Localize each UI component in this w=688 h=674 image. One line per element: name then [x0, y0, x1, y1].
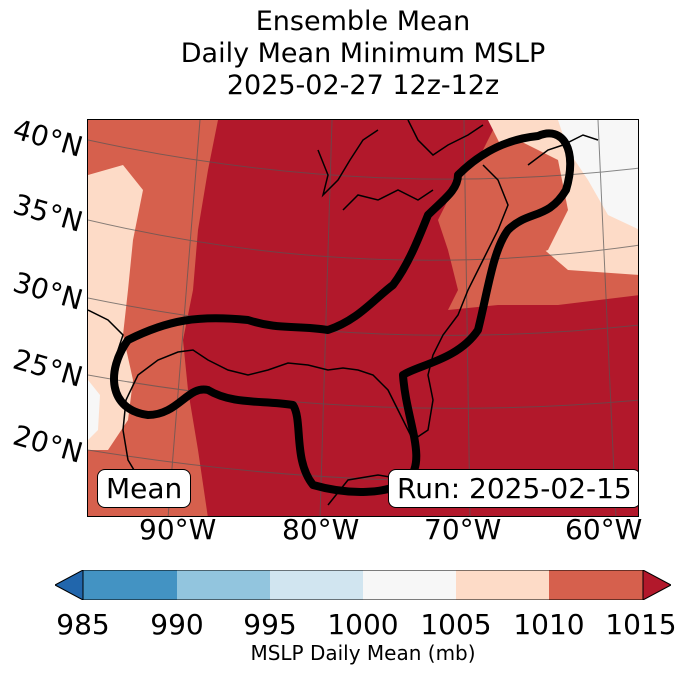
ensemble-contour [110, 129, 575, 496]
coastlines [88, 120, 599, 506]
colorbar-segment-1000-1005 [363, 570, 456, 600]
colorbar-tick-995: 995 [243, 608, 297, 641]
colorbar-segment-985-990 [83, 570, 177, 600]
colorbar-tick-1015: 1015 [605, 608, 677, 641]
run-label-box: Run: 2025-02-15 [388, 469, 638, 508]
field-1000-1005-west [88, 380, 100, 440]
mean-label-box: Mean [97, 469, 192, 508]
colorbar-max-extend [642, 570, 671, 600]
colorbar-tick-990: 990 [150, 608, 204, 641]
colorbar-min-extend [55, 570, 84, 600]
lat-label-30n: 30°N [9, 265, 87, 317]
colorbar-label: MSLP Daily Mean (mb) [250, 641, 476, 665]
lat-label-35n: 35°N [9, 187, 87, 239]
lat-label-40n: 40°N [9, 112, 87, 164]
lon-label-60w: 60°W [565, 513, 643, 546]
field-1000-1005-northeast [558, 120, 638, 230]
colorbar-tick-985: 985 [56, 608, 110, 641]
title-line-3: 2025-02-27 12z-12z [226, 70, 500, 101]
colorbar-segment-995-1000 [270, 570, 363, 600]
colorbar-tick-1010: 1010 [513, 608, 585, 641]
title-line-1: Ensemble Mean [255, 6, 471, 37]
colorbar-tick-1000: 1000 [327, 608, 399, 641]
colorbar-segment-990-995 [177, 570, 270, 600]
title-line-2: Daily Mean Minimum MSLP [180, 38, 546, 69]
colorbar-outline [82, 570, 644, 600]
mslp-field [88, 120, 638, 516]
field-1010-1015-northeast [478, 140, 568, 265]
colorbar-segment-1005-1010 [456, 570, 549, 600]
colorbar-segment-1010-1015 [549, 570, 643, 600]
colorbar [55, 570, 671, 600]
lat-label-25n: 25°N [9, 342, 87, 394]
lon-label-90w: 90°W [139, 513, 217, 546]
lat-label-20n: 20°N [9, 418, 87, 470]
mslp-map: Mean Run: 2025-02-15 [87, 119, 639, 517]
field-1005-1010-west [88, 165, 143, 450]
lon-label-70w: 70°W [424, 513, 502, 546]
colorbar-tick-1005: 1005 [420, 608, 492, 641]
lon-label-80w: 80°W [282, 513, 360, 546]
